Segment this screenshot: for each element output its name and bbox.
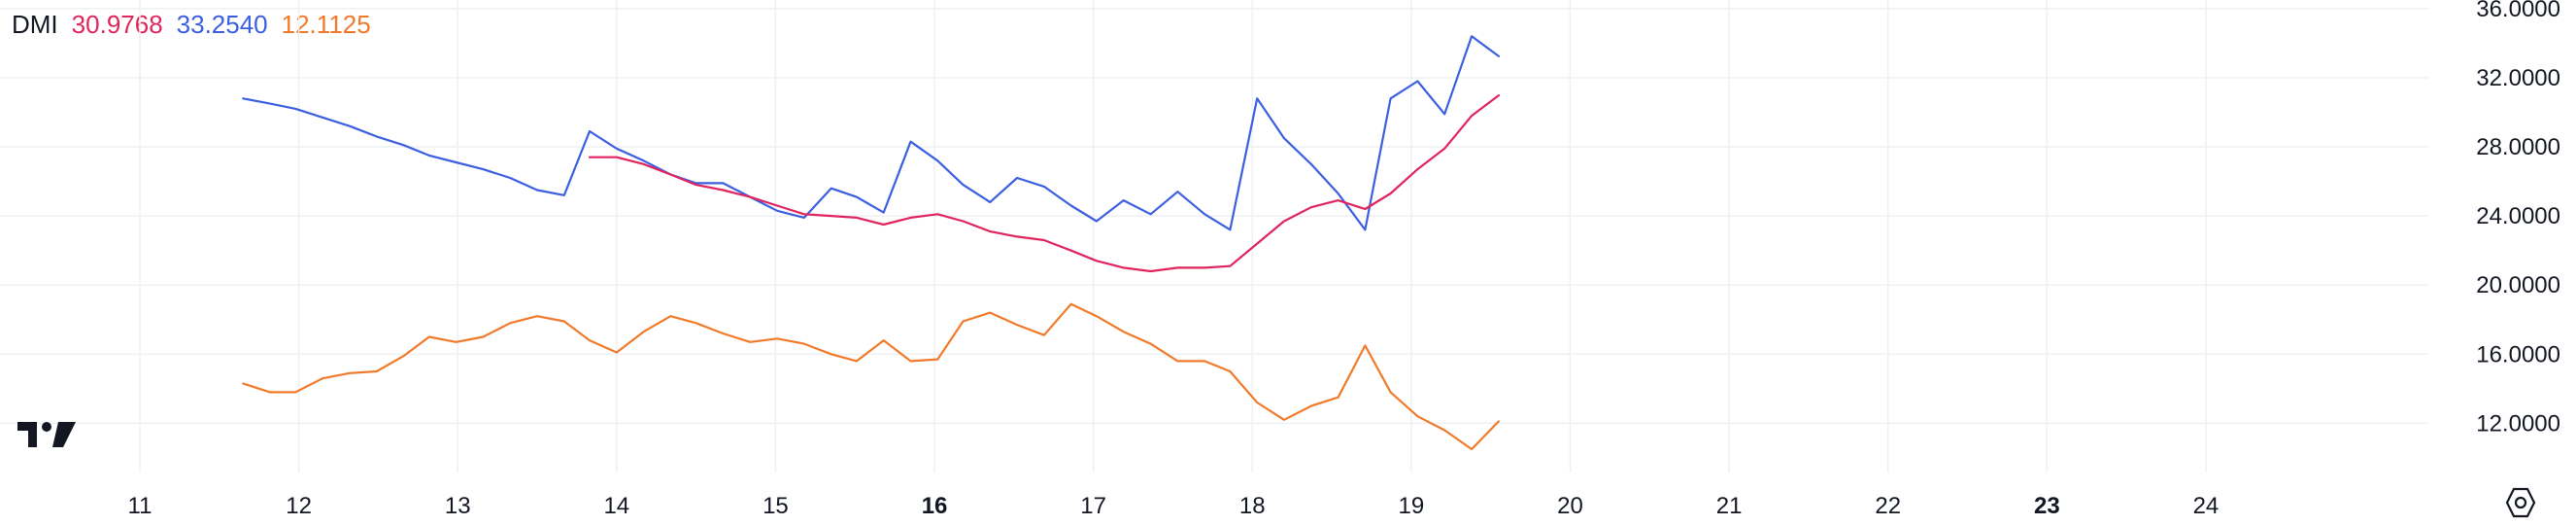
x-tick-label: 13 — [445, 493, 471, 519]
x-tick-label: 21 — [1716, 493, 1743, 519]
series-plus_di — [242, 35, 1501, 231]
series-lines — [242, 35, 1501, 451]
x-tick-label: 20 — [1557, 493, 1583, 519]
tradingview-logo-icon[interactable] — [16, 418, 78, 451]
series-minus_di-line — [242, 302, 1501, 451]
x-tick-label: 17 — [1080, 493, 1106, 519]
x-tick-label: 11 — [128, 493, 153, 519]
x-tick-label: 23 — [2034, 493, 2060, 519]
y-axis: 12.0000 16.0000 20.0000 24.0000 28.0000 32.00… — [2476, 0, 2560, 437]
series-minus_di — [242, 302, 1501, 451]
x-axis: 11 12 13 14 15 16 17 18 19 20 21 22 23 24 — [128, 493, 2220, 519]
y-tick-label: 20.0000 — [2476, 272, 2560, 298]
y-tick-label: 12.0000 — [2476, 410, 2560, 437]
settings-hexagon-icon[interactable] — [2504, 486, 2537, 519]
horizontal-gridlines — [0, 8, 2428, 425]
y-tick-label: 24.0000 — [2476, 203, 2560, 229]
x-tick-label: 18 — [1239, 493, 1266, 519]
x-tick-label: 16 — [922, 493, 948, 519]
x-tick-label: 19 — [1399, 493, 1425, 519]
x-tick-label: 15 — [763, 493, 789, 519]
legend-minus-di-value: 12.1125 — [281, 10, 371, 39]
x-tick-label: 14 — [603, 493, 629, 519]
x-tick-label: 22 — [1875, 493, 1901, 519]
series-adx — [588, 93, 1501, 273]
y-tick-label: 32.0000 — [2476, 65, 2560, 91]
y-tick-label: 28.0000 — [2476, 134, 2560, 160]
legend-adx-value: 30.9768 — [71, 10, 163, 39]
legend-plus-di-value: 33.2540 — [176, 10, 268, 39]
vertical-gridlines — [139, 0, 2207, 472]
legend-title: DMI — [12, 10, 58, 39]
series-adx-line — [588, 93, 1501, 273]
y-tick-label: 36.0000 — [2476, 0, 2560, 22]
x-tick-label: 12 — [286, 493, 312, 519]
series-plus_di-line — [242, 35, 1501, 231]
y-tick-label: 16.0000 — [2476, 341, 2560, 368]
indicator-legend: DMI 30.9768 33.2540 12.1125 — [12, 10, 385, 40]
x-tick-label: 24 — [2193, 493, 2220, 519]
